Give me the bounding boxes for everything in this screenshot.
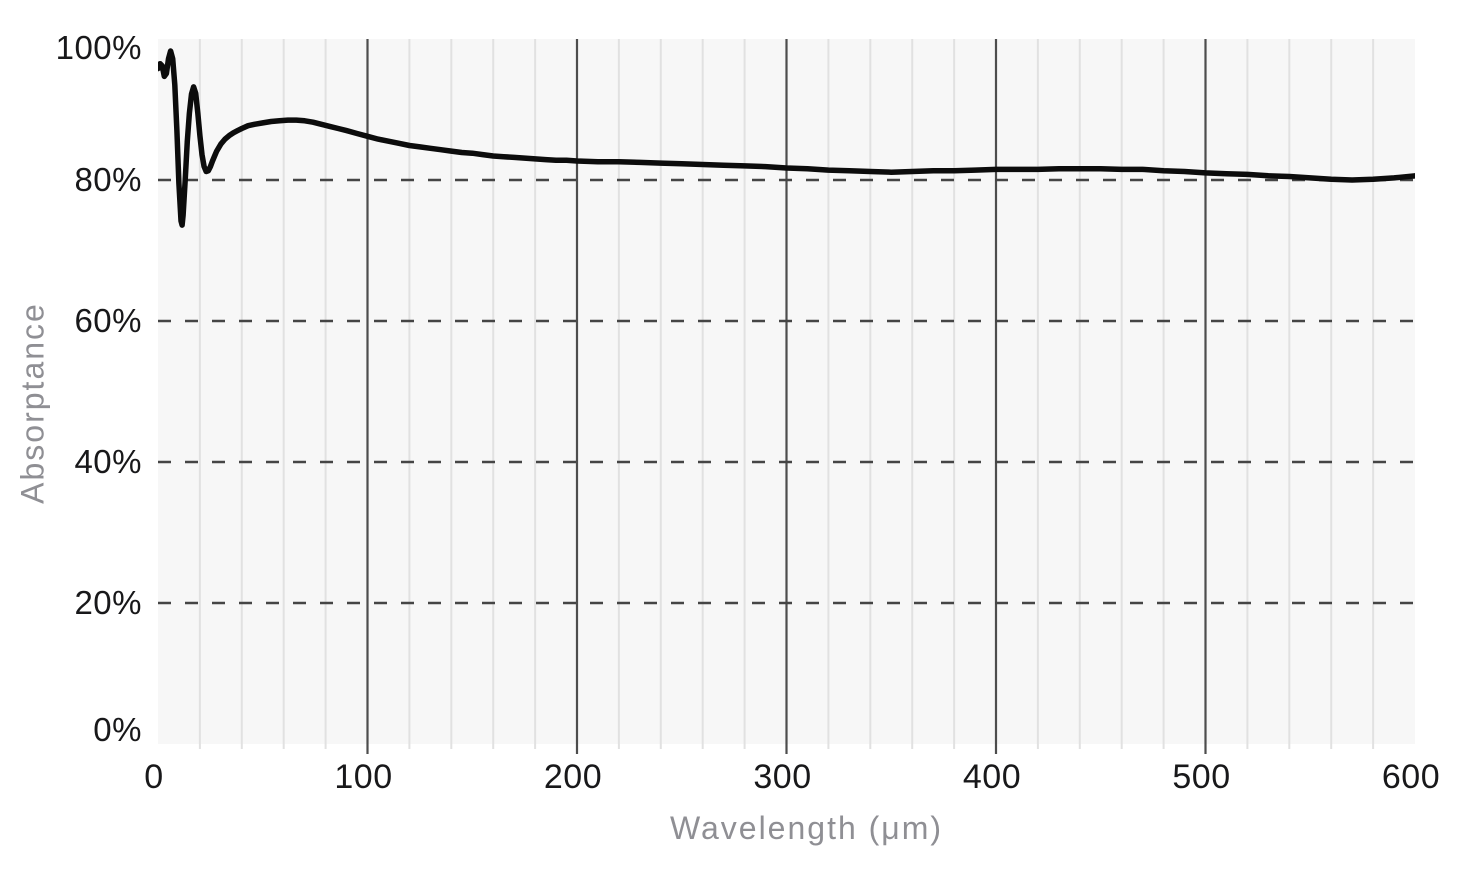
y-tick-label: 40% bbox=[74, 443, 142, 480]
x-tick-label: 600 bbox=[1381, 758, 1441, 796]
absorptance-line bbox=[158, 48, 1415, 228]
y-tick-label: 60% bbox=[74, 302, 142, 339]
x-tick-label: 100 bbox=[334, 758, 393, 796]
y-tick-label: 100% bbox=[55, 29, 142, 66]
x-tick-label: 500 bbox=[1172, 758, 1231, 796]
y-tick-label: 0% bbox=[93, 711, 142, 748]
plot-area-svg bbox=[158, 39, 1415, 754]
x-tick-label: 0 bbox=[144, 758, 164, 796]
y-tick-label: 80% bbox=[74, 161, 142, 198]
x-tick-label: 300 bbox=[753, 758, 812, 796]
x-axis-title: Wavelength (μm) bbox=[669, 810, 944, 846]
y-tick-label: 20% bbox=[74, 584, 142, 621]
x-tick-label: 200 bbox=[543, 758, 603, 796]
x-tick-label: 400 bbox=[962, 758, 1022, 796]
